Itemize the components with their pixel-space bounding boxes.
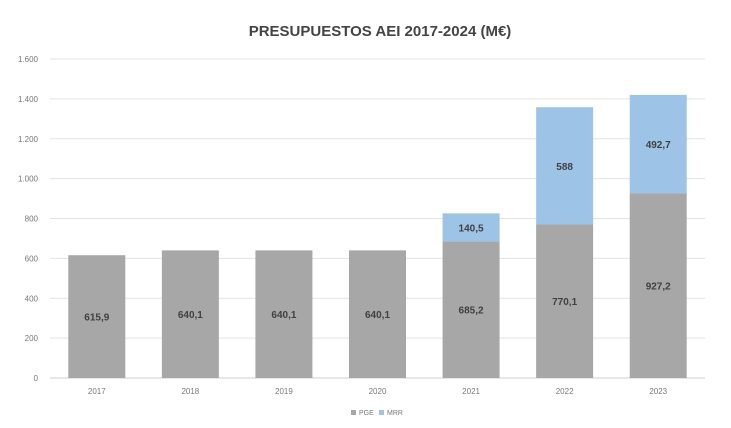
x-tick-label: 2021 bbox=[462, 387, 480, 396]
bar-segment-pge bbox=[442, 241, 500, 378]
bar-segment-pge bbox=[349, 250, 406, 378]
bar-segment-pge bbox=[255, 250, 313, 378]
y-tick-label: 400 bbox=[25, 294, 39, 303]
chart-title: PRESUPUESTOS AEI 2017-2024 (M€) bbox=[249, 23, 512, 40]
y-axis-ticks: 0 200 400 600 800 1.000 1.200 1.400 1.600 bbox=[18, 55, 39, 383]
y-tick-label: 1.200 bbox=[18, 135, 39, 144]
bar-segment-mrr bbox=[536, 107, 594, 225]
bar-segment-pge bbox=[161, 250, 219, 378]
y-tick-label: 200 bbox=[25, 334, 39, 343]
legend-swatch bbox=[379, 410, 384, 415]
bar-segment-pge bbox=[68, 255, 126, 378]
data-label: 927,2 bbox=[646, 282, 671, 293]
x-axis-ticks: 2017 2018 2019 2020 2021 2022 2023 bbox=[88, 387, 668, 396]
data-label: 640,1 bbox=[178, 310, 203, 321]
data-label: 685,2 bbox=[459, 306, 484, 317]
y-tick-label: 1.000 bbox=[18, 175, 39, 184]
data-label: 492,7 bbox=[646, 140, 671, 151]
legend-label: PGE bbox=[359, 410, 374, 417]
bar-segment-pge bbox=[536, 224, 594, 378]
legend: PGE MRR bbox=[351, 410, 403, 417]
bars bbox=[68, 94, 687, 378]
x-tick-label: 2019 bbox=[275, 387, 293, 396]
data-label: 588 bbox=[556, 162, 573, 173]
bar-segment-pge bbox=[629, 193, 687, 378]
y-tick-label: 1.600 bbox=[18, 55, 39, 64]
data-label: 615,9 bbox=[84, 313, 109, 324]
y-tick-label: 800 bbox=[25, 215, 39, 224]
x-tick-label: 2020 bbox=[369, 387, 387, 396]
data-label: 770,1 bbox=[552, 297, 577, 308]
x-tick-label: 2018 bbox=[181, 387, 199, 396]
bar-segment-mrr bbox=[629, 94, 687, 194]
y-tick-label: 600 bbox=[25, 254, 39, 263]
bar-segment-mrr bbox=[442, 213, 500, 242]
bar-labels: 615,9 640,1 640,1 640,1 685,2 140,5 770,1 588 92… bbox=[84, 140, 671, 324]
y-tick-label: 0 bbox=[34, 374, 39, 383]
data-label: 140,5 bbox=[459, 223, 484, 234]
x-tick-label: 2022 bbox=[556, 387, 574, 396]
data-label: 640,1 bbox=[365, 310, 390, 321]
legend-label: MRR bbox=[387, 410, 403, 417]
x-tick-label: 2017 bbox=[88, 387, 106, 396]
gridlines bbox=[50, 58, 705, 379]
x-tick-label: 2023 bbox=[649, 387, 667, 396]
data-label: 640,1 bbox=[271, 310, 296, 321]
legend-swatch bbox=[351, 410, 356, 415]
y-tick-label: 1.400 bbox=[18, 95, 39, 104]
